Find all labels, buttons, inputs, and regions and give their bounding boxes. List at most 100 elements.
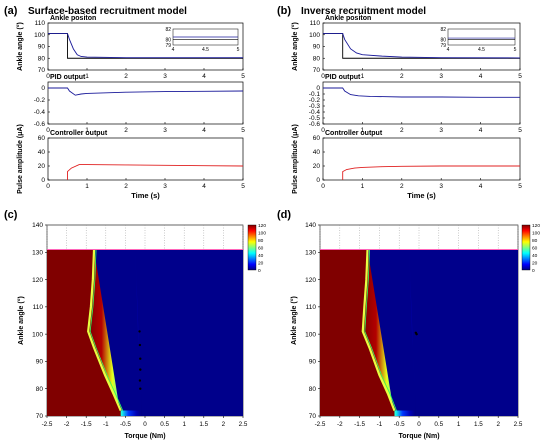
b-pid-xtick-label: 4 — [479, 127, 483, 134]
b-controller-xtick-label: 2 — [400, 183, 404, 190]
a-pid-xtick-label: 1 — [85, 127, 89, 134]
panel-d-label: (d) — [277, 209, 291, 221]
d-heatmap-xtick-label: 1.5 — [474, 421, 483, 428]
a-pid-xtick-label: 0 — [46, 127, 50, 134]
a-ankle-ytick-label: 100 — [34, 32, 45, 39]
a-ankle-inset-ytick-label: 80 — [165, 37, 171, 43]
b-controller-xtick-label: 1 — [361, 183, 365, 190]
d-heatmap-xtick-label: 1 — [457, 421, 461, 428]
a-ankle-inset-xtick-label: 4 — [172, 47, 175, 53]
d-heatmap-colorbar-tick-label: 100 — [532, 230, 540, 236]
d-heatmap-xtick-label: -2.5 — [315, 421, 326, 428]
a-ankle-inset-xtick-label: 5 — [237, 47, 240, 53]
b-controller-frame — [322, 137, 521, 181]
b-controller-ytick-label: 0 — [316, 177, 320, 184]
panel-c-label: (c) — [4, 209, 18, 221]
d-heatmap-transition-band — [362, 249, 416, 416]
b-controller-ytick-label: 60 — [313, 135, 321, 142]
d-heatmap-plot: -2.5 -2 -1.5 -1 -0.5 0 0.5 1 1.5 2 2.5 70 80 90 100 110… — [290, 222, 540, 440]
b-controller-xtick-label: 4 — [479, 183, 483, 190]
b-pid-ytick-label: 0 — [316, 85, 320, 92]
d-heatmap-colorbar — [521, 224, 531, 271]
a-ankle-ytick-label: 80 — [38, 55, 46, 62]
c-heatmap-ytick-label: 130 — [32, 249, 43, 256]
c-heatmap-ylabel: Ankle angle (°) — [17, 296, 25, 345]
a-pid-title: PID output — [50, 74, 86, 81]
a-controller-frame — [47, 137, 244, 181]
c-heatmap-ytick-label: 110 — [33, 304, 44, 311]
d-heatmap-ytick-label: 90 — [309, 359, 317, 366]
c-heatmap-saturated-region — [47, 249, 121, 416]
b-pid-ytick-label: -0.6 — [309, 121, 321, 128]
c-heatmap-xtick-label: -2.5 — [42, 421, 53, 428]
b-ankle-xtick-label: 1 — [361, 73, 365, 80]
b-pid-frame — [322, 81, 521, 125]
c-heatmap-trajectory-point — [139, 368, 142, 371]
a-controller-ytick-label: 60 — [38, 135, 46, 142]
c-heatmap-colorbar-tick-label: 80 — [258, 238, 264, 244]
d-heatmap-ytick-label: 110 — [306, 304, 317, 311]
d-heatmap-saturated-region — [320, 249, 395, 416]
a-pid-ytick-label: -0.2 — [34, 97, 46, 104]
c-heatmap-colorbar — [247, 224, 257, 271]
a-pid-xtick-label: 3 — [163, 127, 167, 134]
d-heatmap-xtick-label: 0 — [417, 421, 421, 428]
d-heatmap-saturation-edge — [361, 249, 396, 411]
d-heatmap-xtick-label: -1.5 — [354, 421, 365, 428]
c-heatmap-trajectory-point — [139, 387, 142, 390]
c-heatmap-colorbar-tick-label: 0 — [258, 268, 261, 274]
a-controller-xtick-label: 4 — [202, 183, 206, 190]
b-pid-xtick-label: 0 — [321, 127, 325, 134]
b-controller-series-line — [342, 165, 520, 180]
a-ankle-title: Ankle positon — [50, 15, 96, 22]
d-heatmap-colorbar-tick-label: 120 — [532, 223, 540, 229]
b-ankle-inset-frame — [447, 28, 516, 46]
c-heatmap-trajectory-point — [138, 330, 141, 333]
c-heatmap-colorbar-tick-label: 60 — [258, 245, 264, 251]
d-heatmap-colorbar-tick-label: 80 — [532, 238, 538, 244]
c-heatmap-xtick-label: 2.5 — [239, 421, 248, 428]
b-pid-ytick-label: -0.1 — [309, 91, 321, 98]
a-controller-xtick-label: 1 — [85, 183, 89, 190]
c-heatmap-colorbar-tick-label: 20 — [258, 260, 264, 266]
b-ankle-title: Ankle positon — [325, 15, 371, 22]
c-heatmap-xtick-label: -2 — [64, 421, 70, 428]
b-controller-title: Controller output — [325, 130, 383, 137]
panel-a-label: (a) — [4, 5, 18, 17]
d-heatmap-ytick-label: 100 — [305, 331, 316, 338]
c-heatmap-saturation-edge-inner — [89, 249, 124, 411]
a-ankle-ytick-label: 90 — [38, 44, 46, 51]
panel-b-label: (b) — [277, 5, 291, 17]
c-heatmap-xtick-label: -1.5 — [81, 421, 92, 428]
a-ankle-inset-ytick-label: 82 — [165, 27, 171, 33]
a-ankle-xtick-label: 1 — [85, 73, 89, 80]
c-heatmap-ytick-label: 90 — [36, 359, 44, 366]
a-ankle-series-line — [48, 33, 243, 59]
b-ankle-xtick-label: 0 — [321, 73, 325, 80]
a-pid-ytick-label: -0.6 — [34, 121, 46, 128]
c-heatmap-xlabel: Torque (Nm) — [124, 433, 165, 440]
b-ankle-series-line — [323, 33, 521, 59]
a-controller-ylabel: Pulse amplitude (μA) — [17, 124, 24, 194]
d-heatmap-xtick-label: 0.5 — [434, 421, 443, 428]
d-heatmap-saturation-edge-inner — [364, 249, 397, 411]
b-ankle-ytick-label: 70 — [313, 67, 321, 74]
a-controller-ytick-label: 20 — [38, 163, 46, 170]
c-heatmap-ytick-label: 120 — [32, 277, 43, 284]
b-pid-xtick-label: 3 — [439, 127, 443, 134]
d-heatmap-colorbar-tick-label: 60 — [532, 245, 538, 251]
a-controller-series-line — [67, 164, 244, 180]
c-heatmap-colorbar-tick-label: 120 — [258, 223, 266, 229]
d-heatmap-ytick-label: 70 — [309, 413, 317, 420]
b-controller-ylabel: Pulse amplitude (μA) — [292, 124, 299, 194]
b-ankle-inset-xtick-label: 4 — [447, 47, 450, 53]
b-pid-xtick-label: 1 — [361, 127, 365, 134]
d-heatmap-trajectory-point — [415, 332, 418, 336]
d-heatmap-ytick-label: 80 — [309, 386, 317, 393]
b-pid-ytick-label: -0.2 — [309, 97, 321, 104]
a-controller-xtick-label: 5 — [241, 183, 245, 190]
